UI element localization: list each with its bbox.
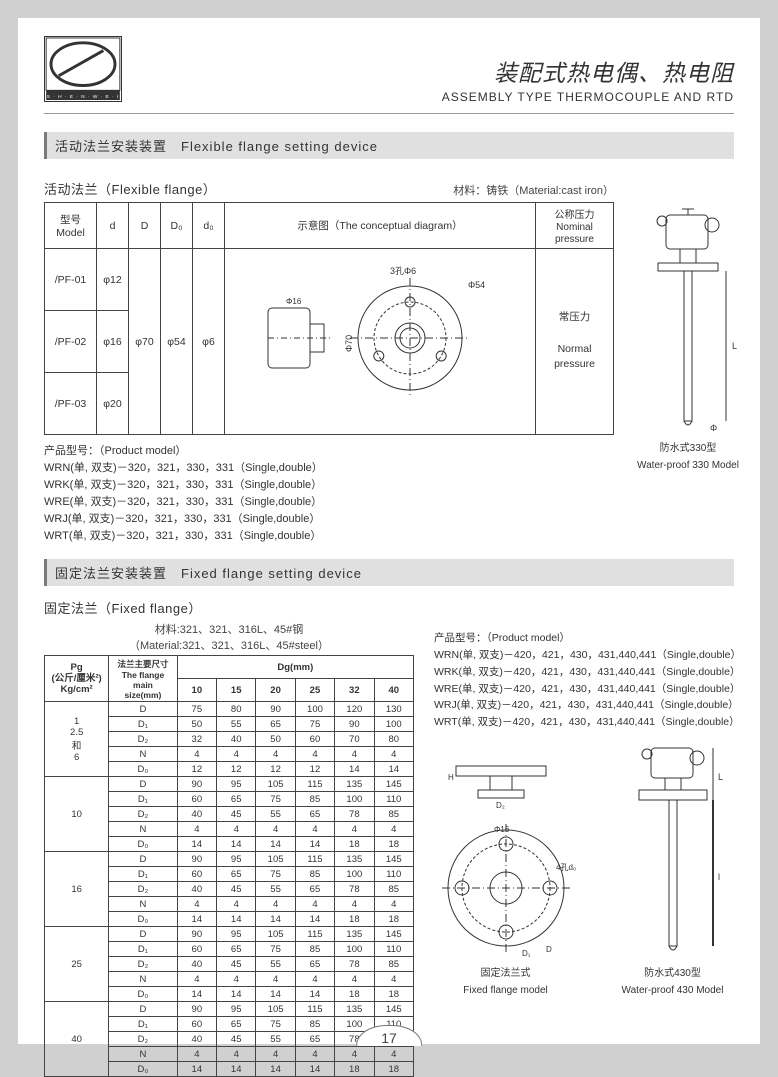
cell-D0: φ54	[161, 249, 193, 435]
products2-l3: WRJ(单, 双支)－420，421，430，431,440,441（Singl…	[434, 697, 744, 714]
svg-text:D: D	[546, 945, 552, 954]
products2-l2: WRE(单, 双支)－420，421，430，431,440,441（Singl…	[434, 681, 744, 698]
th-model: 型号 Model	[45, 203, 97, 249]
section1-subhead: 活动法兰（Flexible flange）	[44, 179, 216, 198]
cell-model-0: /PF-01	[45, 249, 97, 311]
products1-l1: WRK(单, 双支)－320，321，330，331（Single,double…	[44, 477, 734, 494]
svg-text:L: L	[718, 772, 723, 782]
conceptual-diagram: Φ16	[225, 249, 536, 435]
th-d: d	[97, 203, 129, 249]
section2-material: 材料:321、321、316L、45#钢 （Material:321、321、3…	[44, 621, 414, 653]
section2-subhead: 固定法兰（Fixed flange）	[44, 598, 414, 617]
svg-text:Φ: Φ	[710, 423, 717, 433]
cell-d0: φ6	[193, 249, 225, 435]
svg-text:H: H	[448, 773, 454, 782]
cell-d-1: φ16	[97, 311, 129, 373]
svg-text:D₁: D₁	[522, 949, 531, 958]
products1-lead: 产品型号：（Product model）	[44, 443, 734, 460]
flexible-flange-table: 型号 Model d D D₀ d₀ 示意图（The conceptual di…	[44, 202, 614, 435]
section1-bar: 活动法兰安装装置 Flexible flange setting device	[44, 132, 734, 159]
products2-l1: WRK(单, 双支)－420，421，430，431,440,441（Singl…	[434, 664, 744, 681]
fixed-flange-table: Pg (公斤/厘米²) Kg/cm²法兰主要尺寸 The flange main…	[44, 655, 414, 1077]
svg-text:Φ16: Φ16	[494, 825, 510, 834]
section1-products: 产品型号：（Product model） WRN(单, 双支)－320，321，…	[44, 443, 734, 545]
th-d0: d₀	[193, 203, 225, 249]
title-en: ASSEMBLY TYPE THERMOCOUPLE AND RTD	[442, 90, 734, 104]
svg-text:D₂: D₂	[496, 801, 505, 810]
cell-D: φ70	[129, 249, 161, 435]
section2-right: 产品型号：（Product model） WRN(单, 双支)－420，421，…	[434, 622, 744, 731]
products2-l0: WRN(单, 双支)－420，421，430，431,440,441（Singl…	[434, 647, 744, 664]
svg-text:4孔d₀: 4孔d₀	[556, 863, 576, 872]
logo: S · H · E · N · W · E · I	[44, 36, 122, 102]
section1-body: 活动法兰（Flexible flange） 材料：铸铁（Material:cas…	[44, 171, 734, 545]
section2-body: 固定法兰（Fixed flange） 材料:321、321、316L、45#钢 …	[44, 598, 734, 1077]
svg-text:Φ70: Φ70	[344, 335, 354, 352]
drawing-330: L Φ 防水式330型 Water-proof 330 Model	[632, 205, 744, 472]
cell-d-0: φ12	[97, 249, 129, 311]
products2-lead: 产品型号：（Product model）	[434, 630, 744, 647]
th-D0: D₀	[161, 203, 193, 249]
bottom-drawings: H D₂	[434, 740, 744, 997]
svg-text:3孔Φ6: 3孔Φ6	[390, 266, 416, 276]
svg-text:Φ54: Φ54	[468, 280, 485, 290]
svg-text:L: L	[732, 341, 737, 351]
svg-text:l: l	[718, 872, 720, 882]
th-nom: 公称压力 Nominal pressure	[536, 203, 614, 249]
section2-products: 产品型号：（Product model） WRN(单, 双支)－420，421，…	[434, 630, 744, 731]
products2-l4: WRT(单, 双支)－420，421，430，431,440,441（Singl…	[434, 714, 744, 731]
products1-l0: WRN(单, 双支)－320，321，330，331（Single,double…	[44, 460, 734, 477]
products1-l4: WRT(单, 双支)－320，321，330，331（Single,double…	[44, 528, 734, 545]
th-D: D	[129, 203, 161, 249]
products1-l2: WRE(单, 双支)－320，321，330，331（Single,double…	[44, 494, 734, 511]
drawing-430: L l 防水式430型 Water-proof 430 Model	[601, 740, 744, 997]
cell-d-2: φ20	[97, 373, 129, 435]
section2-bar: 固定法兰安装装置 Fixed flange setting device	[44, 559, 734, 586]
drawing-fixed-flange: H D₂	[434, 760, 577, 997]
cell-model-2: /PF-03	[45, 373, 97, 435]
svg-text:Φ16: Φ16	[286, 297, 302, 306]
title-cn: 装配式热电偶、热电阻	[442, 54, 734, 88]
page-header: S · H · E · N · W · E · I 装配式热电偶、热电阻 ASS…	[44, 36, 734, 114]
cell-nominal: 常压力 Normal pressure	[536, 249, 614, 435]
svg-text:S · H · E · N · W · E · I: S · H · E · N · W · E · I	[47, 94, 120, 100]
section1-material: 材料：铸铁（Material:cast iron）	[453, 182, 614, 198]
th-diagram: 示意图（The conceptual diagram）	[225, 203, 536, 249]
products1-l3: WRJ(单, 双支)－320，321，330，331（Single,double…	[44, 511, 734, 528]
title-block: 装配式热电偶、热电阻 ASSEMBLY TYPE THERMOCOUPLE AN…	[442, 54, 734, 104]
cell-model-1: /PF-02	[45, 311, 97, 373]
